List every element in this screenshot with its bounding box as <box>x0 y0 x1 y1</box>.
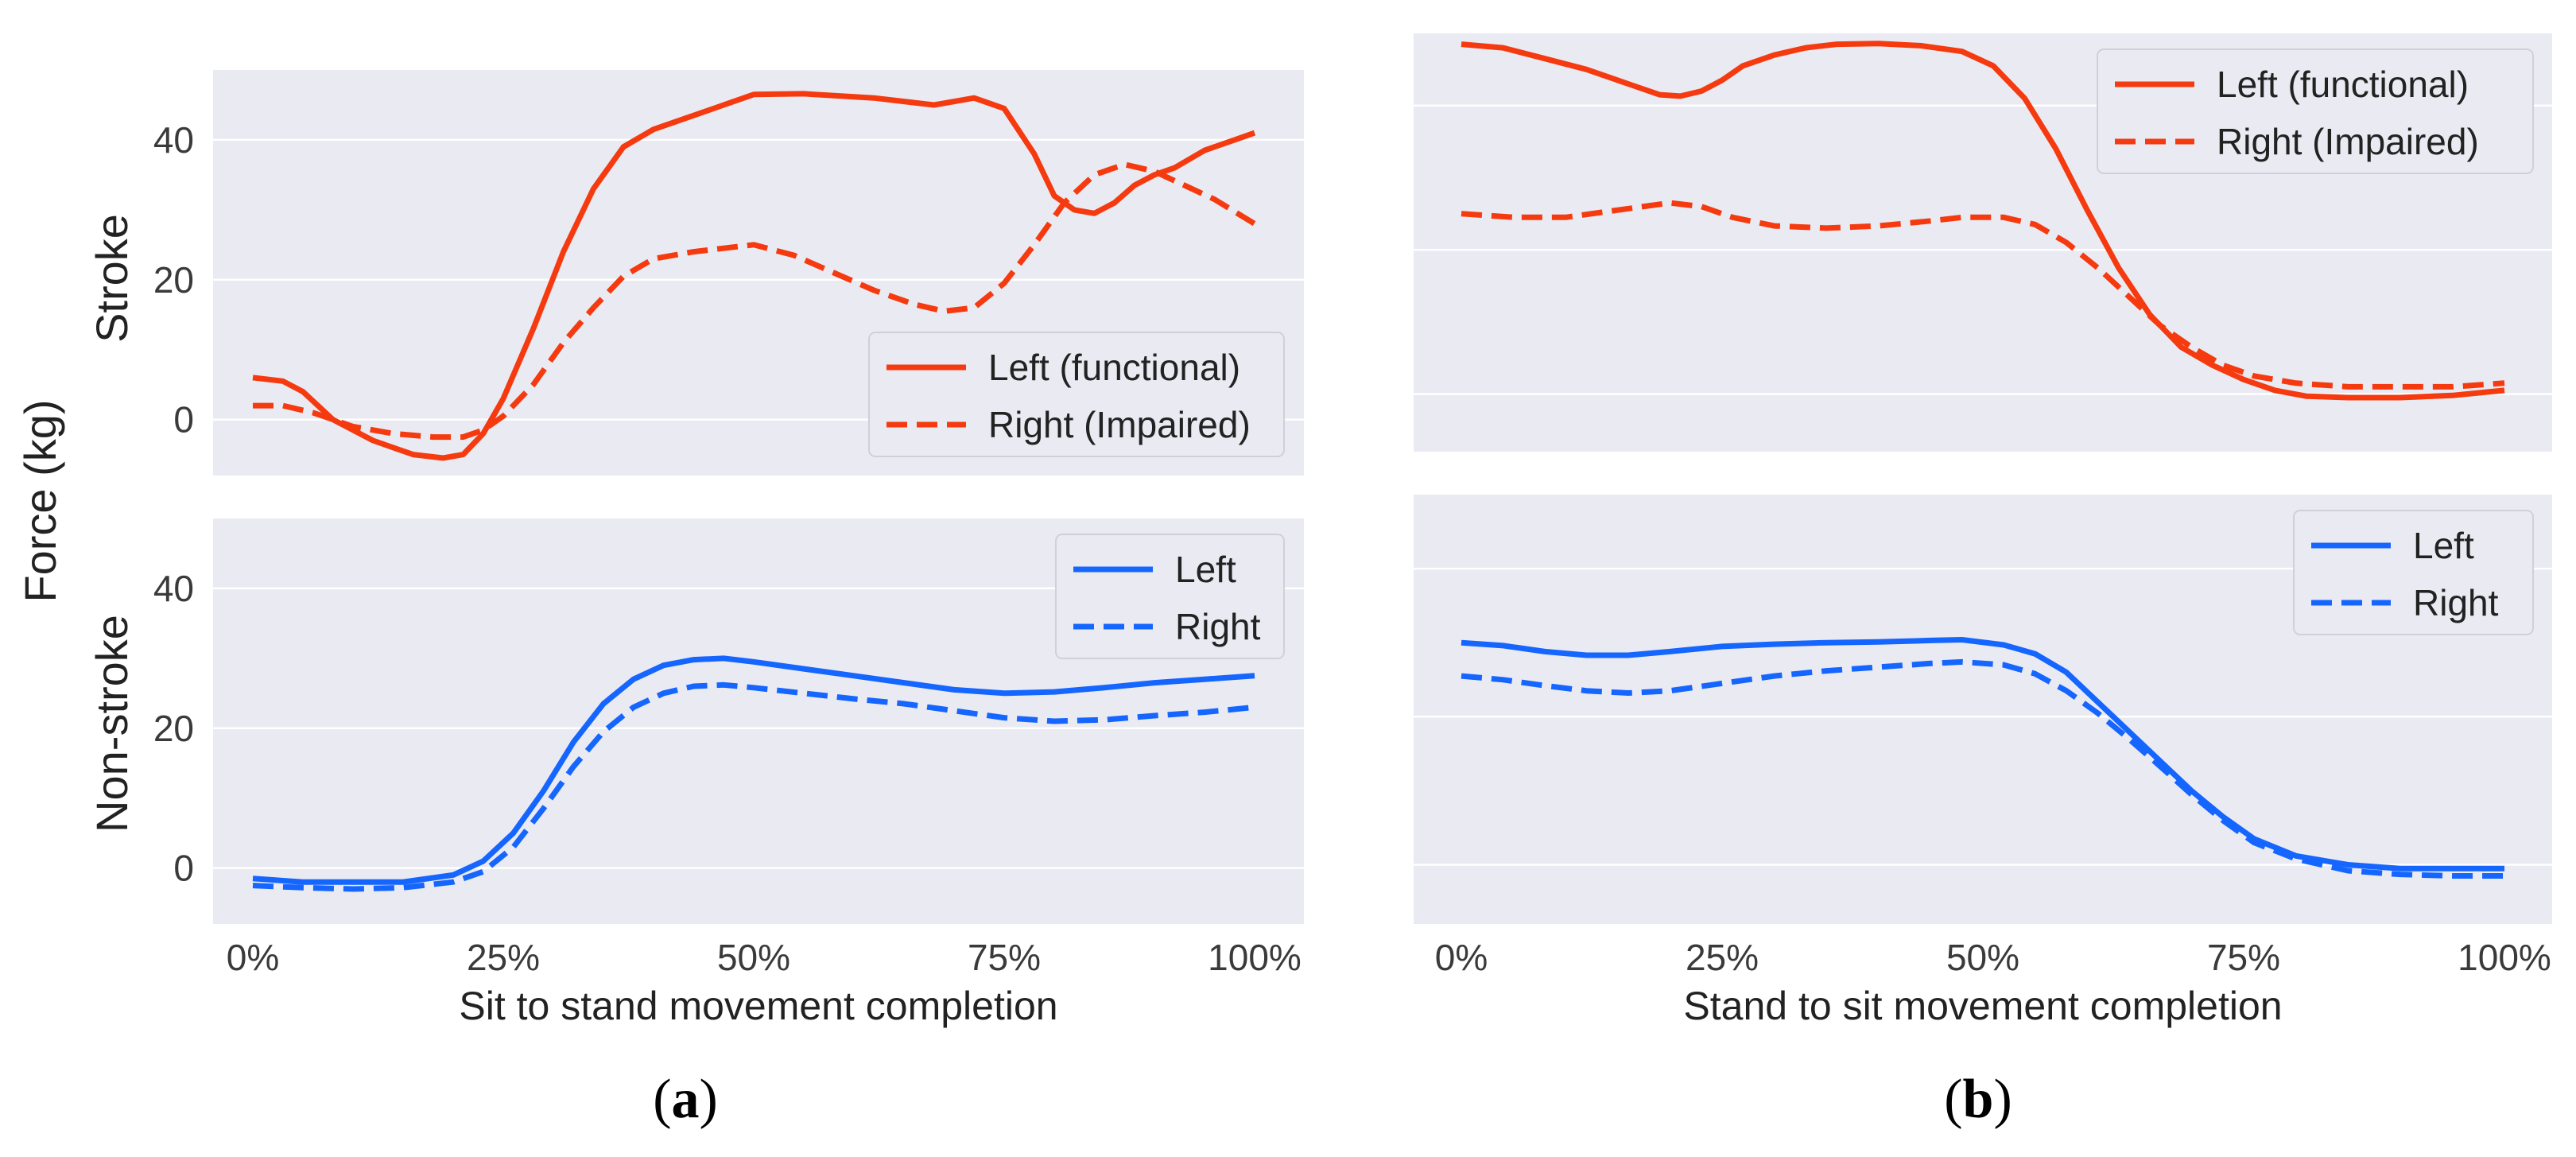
legend-entry-label: Right (Impaired) <box>2217 121 2479 162</box>
panel-b-stroke: Left (functional) Right (Impaired) <box>1414 33 2552 452</box>
x-axis-label: Stand to sit movement completion <box>1683 984 2282 1028</box>
legend-entry-label: Left <box>1175 549 1236 590</box>
x-tick-label: 0% <box>1435 937 1488 978</box>
legend-entry-label: Right <box>1175 606 1261 647</box>
caption-a: (a) <box>653 1069 718 1130</box>
caption-b: (b) <box>1944 1069 2012 1130</box>
caption-b-close: ) <box>1993 1069 2012 1130</box>
series-line-left <box>1461 41 2505 401</box>
y-tick-label: 40 <box>153 119 194 161</box>
row-label-stroke: Stroke <box>87 214 137 343</box>
y-tick-label: 40 <box>153 568 194 609</box>
legend-entry-label: Right <box>2413 582 2499 623</box>
y-tick-label: 20 <box>153 259 194 301</box>
x-axis-label: Sit to stand movement completion <box>459 984 1057 1028</box>
y-tick-label: 20 <box>153 708 194 749</box>
row-label-non-stroke: Non-stroke <box>87 615 137 833</box>
series-line-right <box>1461 200 2505 390</box>
caption-b-open: ( <box>1944 1069 1962 1130</box>
x-tick-label: 75% <box>968 937 1041 978</box>
series-line-right <box>252 681 1255 892</box>
shared-y-axis-label: Force (kg) <box>15 399 65 602</box>
x-tick-label: 25% <box>467 937 540 978</box>
legend: Left (functional) Right (Impaired) <box>2097 49 2534 174</box>
panel-a-non-stroke: 0 20 40 0% 25% 50% 75% 100% Sit to stand movemen… <box>153 518 1304 1028</box>
legend-entry-label: Right (Impaired) <box>988 404 1251 445</box>
legend-box <box>2097 49 2534 174</box>
legend: Left Right <box>1055 534 1285 659</box>
series-line-left <box>1461 637 2504 872</box>
series-line-left <box>252 655 1255 885</box>
x-tick-label: 75% <box>2207 937 2280 978</box>
legend: Left (functional) Right (Impaired) <box>868 332 1285 457</box>
y-tick-label: 0 <box>173 848 194 889</box>
x-tick-label: 50% <box>717 937 790 978</box>
legend-entry-label: Left <box>2413 525 2474 566</box>
legend: Left Right <box>2293 510 2534 635</box>
legend-entry-label: Left (functional) <box>988 347 1240 388</box>
panel-b-non-stroke: 0% 25% 50% 75% 100% Stand to sit movement com… <box>1414 495 2552 1028</box>
series-line-left <box>252 91 1256 461</box>
caption-b-letter: b <box>1963 1069 1994 1130</box>
caption-a-letter: a <box>672 1069 700 1130</box>
x-tick-label: 100% <box>2458 937 2551 978</box>
series-line-right <box>1461 658 2504 879</box>
legend-entry-label: Left (functional) <box>2217 64 2469 105</box>
series-line-right <box>253 161 1256 441</box>
x-tick-label: 25% <box>1686 937 1759 978</box>
x-tick-label: 100% <box>1208 937 1302 978</box>
panel-a-stroke: 0 20 40 Left (functional) Right (Impaired) <box>153 70 1304 476</box>
x-tick-label: 0% <box>227 937 279 978</box>
y-tick-label: 0 <box>173 399 194 441</box>
legend-box <box>868 332 1285 457</box>
caption-a-close: ) <box>700 1069 718 1130</box>
x-tick-label: 50% <box>1946 937 2019 978</box>
caption-a-open: ( <box>653 1069 671 1130</box>
